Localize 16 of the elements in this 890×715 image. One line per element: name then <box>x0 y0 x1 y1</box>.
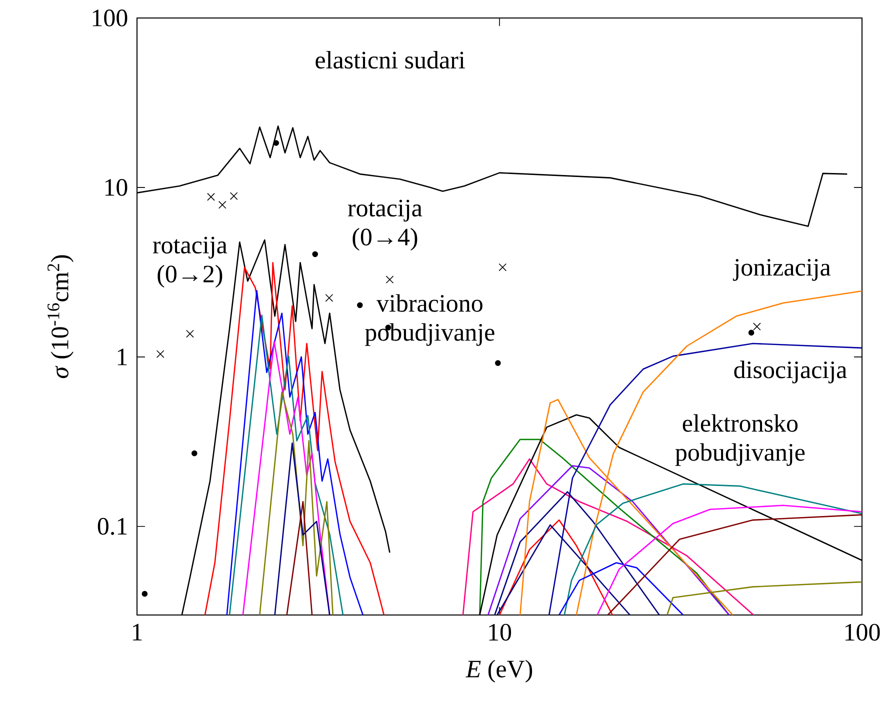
y-tick-label: 10 <box>105 179 128 196</box>
y-axis-title: σ (10$^{-16}$cm$^{2}$) <box>48 255 74 378</box>
x-tick-label: 10 <box>489 624 512 641</box>
annotation: elektronsko pobudjivanje <box>675 414 805 466</box>
x-axis-title: E (eV) <box>466 660 532 683</box>
annotation: rotacija (0→4) <box>348 200 422 251</box>
x-tick-label: 1 <box>132 624 142 640</box>
y-tick-label: 1 <box>118 348 127 366</box>
y-tick-label: 100 <box>92 10 128 26</box>
annotation: rotacija (0→2) <box>152 236 228 288</box>
y-tick-label: 0.1 <box>98 518 127 535</box>
annotation: disocijacija <box>734 360 847 384</box>
annotation: elasticni sudari <box>316 50 465 69</box>
x-tick-label: 100 <box>845 624 880 641</box>
annotation: vibraciono pobudjivanje <box>365 294 494 346</box>
annotation: jonizacija <box>732 259 831 281</box>
